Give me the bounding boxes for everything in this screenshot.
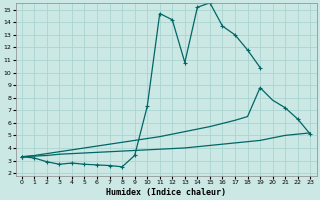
X-axis label: Humidex (Indice chaleur): Humidex (Indice chaleur)	[106, 188, 226, 197]
